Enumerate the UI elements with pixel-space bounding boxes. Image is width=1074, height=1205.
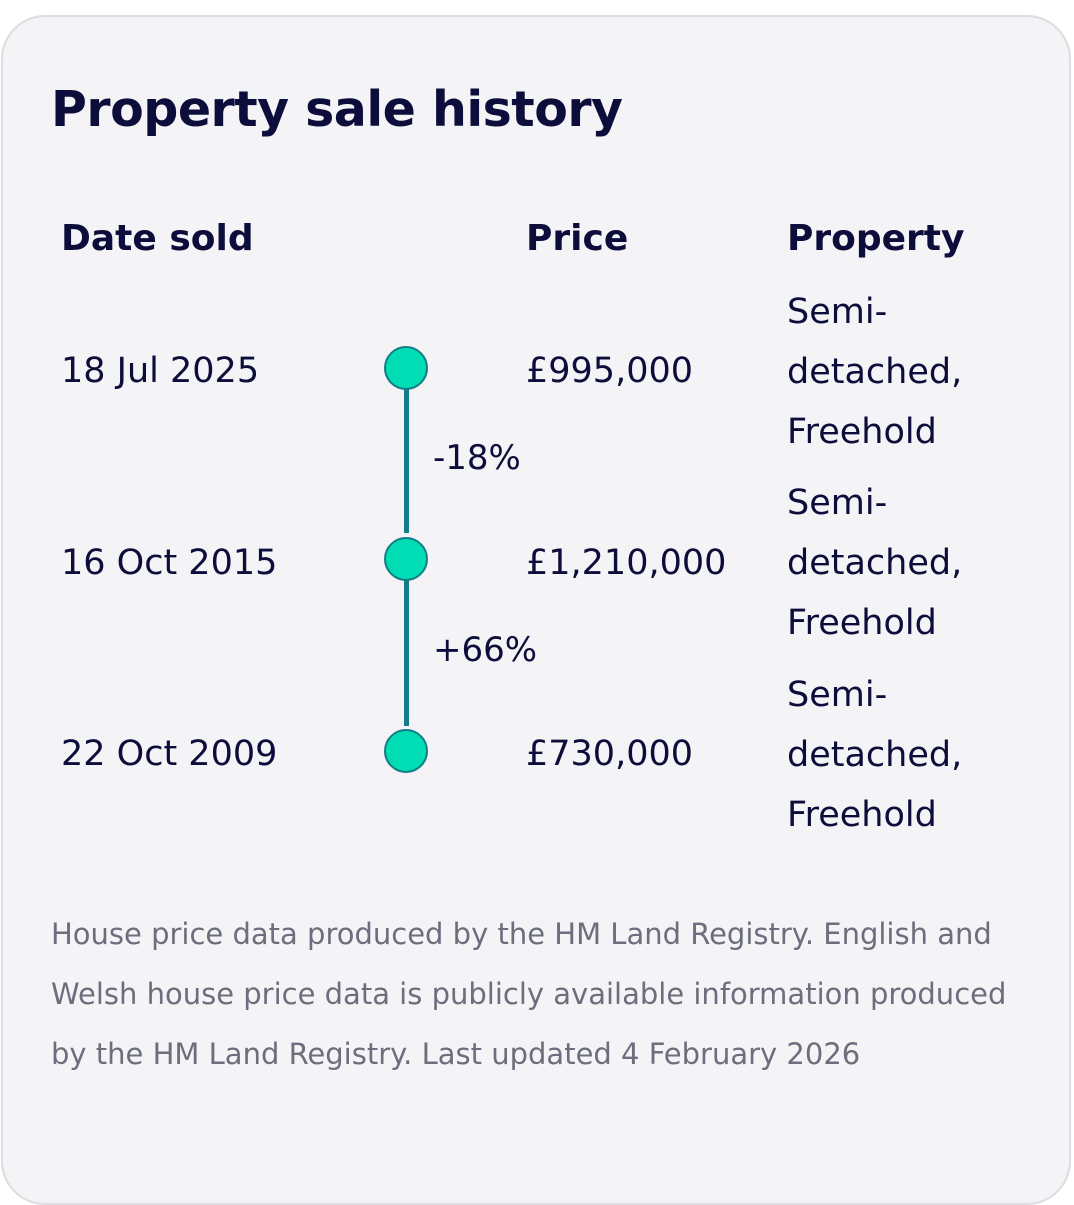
property-line: Freehold xyxy=(787,412,937,452)
sale-property-type: Semi- detached, Freehold xyxy=(787,665,1017,845)
property-line: detached, xyxy=(787,543,963,583)
property-line: Semi- xyxy=(787,675,888,715)
price-change-label: -18% xyxy=(433,438,521,478)
column-header-property: Property xyxy=(787,218,965,259)
sale-history-card xyxy=(1,15,1071,1205)
property-line: Semi- xyxy=(787,483,888,523)
property-line: detached, xyxy=(787,352,963,392)
column-header-price: Price xyxy=(526,218,629,259)
sale-date: 16 Oct 2015 xyxy=(61,543,278,583)
property-line: Freehold xyxy=(787,795,937,835)
property-line: detached, xyxy=(787,735,963,775)
timeline-connector xyxy=(404,387,409,533)
property-line: Freehold xyxy=(787,603,937,643)
timeline-connector xyxy=(404,578,409,726)
timeline-dot-icon xyxy=(384,729,428,773)
property-line: Semi- xyxy=(787,292,888,332)
data-source-note: House price data produced by the HM Land… xyxy=(51,917,1007,1071)
sale-date: 18 Jul 2025 xyxy=(61,351,260,391)
price-change-label: +66% xyxy=(433,630,538,670)
card-title: Property sale history xyxy=(51,81,623,138)
sale-price: £730,000 xyxy=(526,734,694,774)
sale-price: £1,210,000 xyxy=(526,543,727,583)
column-header-date: Date sold xyxy=(61,218,254,259)
timeline-dot-icon xyxy=(384,346,428,390)
sale-price: £995,000 xyxy=(526,351,694,391)
sale-property-type: Semi- detached, Freehold xyxy=(787,282,1017,462)
sale-date: 22 Oct 2009 xyxy=(61,734,278,774)
sale-property-type: Semi- detached, Freehold xyxy=(787,473,1017,653)
timeline-dot-icon xyxy=(384,537,428,581)
